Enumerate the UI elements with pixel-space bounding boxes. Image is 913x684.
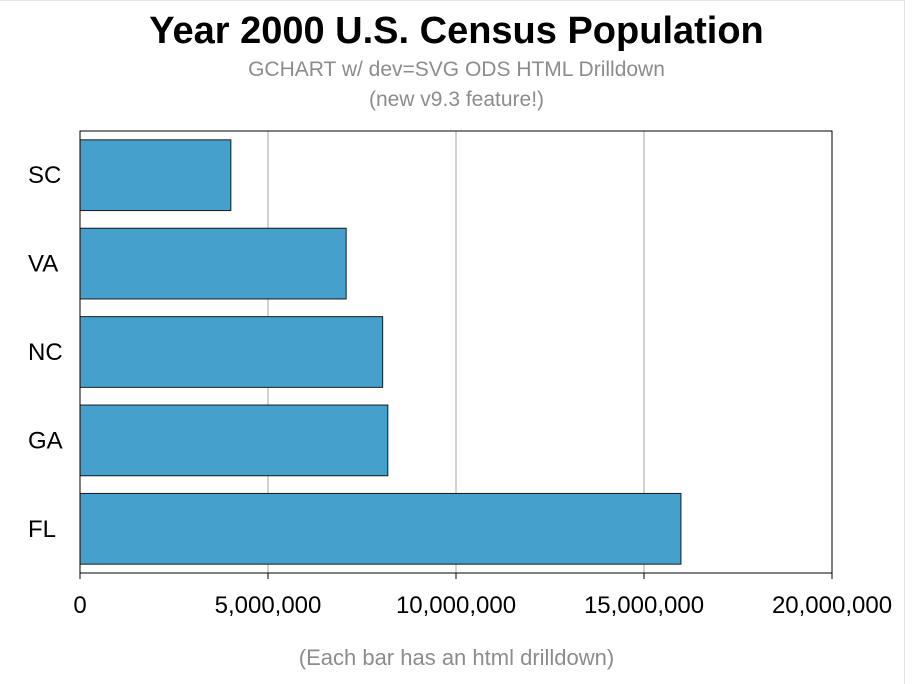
x-tick-label: 15,000,000	[584, 592, 704, 619]
category-label-fl: FL	[28, 516, 56, 543]
chart-subtitle-line-2: (new v9.3 feature!)	[368, 88, 545, 111]
x-tick-label: 20,000,000	[772, 592, 892, 619]
bar-chart: 0 5,000,000 10,000,000 15,000,000 20,000,000…	[28, 130, 892, 619]
category-label-nc: NC	[28, 339, 63, 366]
category-label-ga: GA	[28, 427, 63, 454]
x-axis: 0 5,000,000 10,000,000 15,000,000 20,000,000	[73, 573, 892, 619]
category-label-va: VA	[28, 251, 58, 278]
x-tick-label: 5,000,000	[215, 592, 322, 619]
chart-footnote: (Each bar has an html drilldown)	[298, 645, 615, 670]
bar-ga[interactable]	[79, 404, 389, 477]
x-tick-label: 0	[73, 592, 86, 619]
x-tick-label: 10,000,000	[396, 592, 516, 619]
bars	[79, 139, 682, 565]
bar-sc[interactable]	[79, 139, 232, 212]
chart-subtitle-line-1: GCHART w/ dev=SVG ODS HTML Drilldown	[248, 58, 665, 81]
bar-nc[interactable]	[79, 316, 384, 388]
bar-va[interactable]	[79, 227, 347, 300]
category-label-sc: SC	[28, 162, 61, 189]
y-axis: SC VA NC GA FL	[28, 162, 63, 543]
bar-fl[interactable]	[79, 492, 682, 565]
chart-title: Year 2000 U.S. Census Population	[149, 10, 764, 52]
